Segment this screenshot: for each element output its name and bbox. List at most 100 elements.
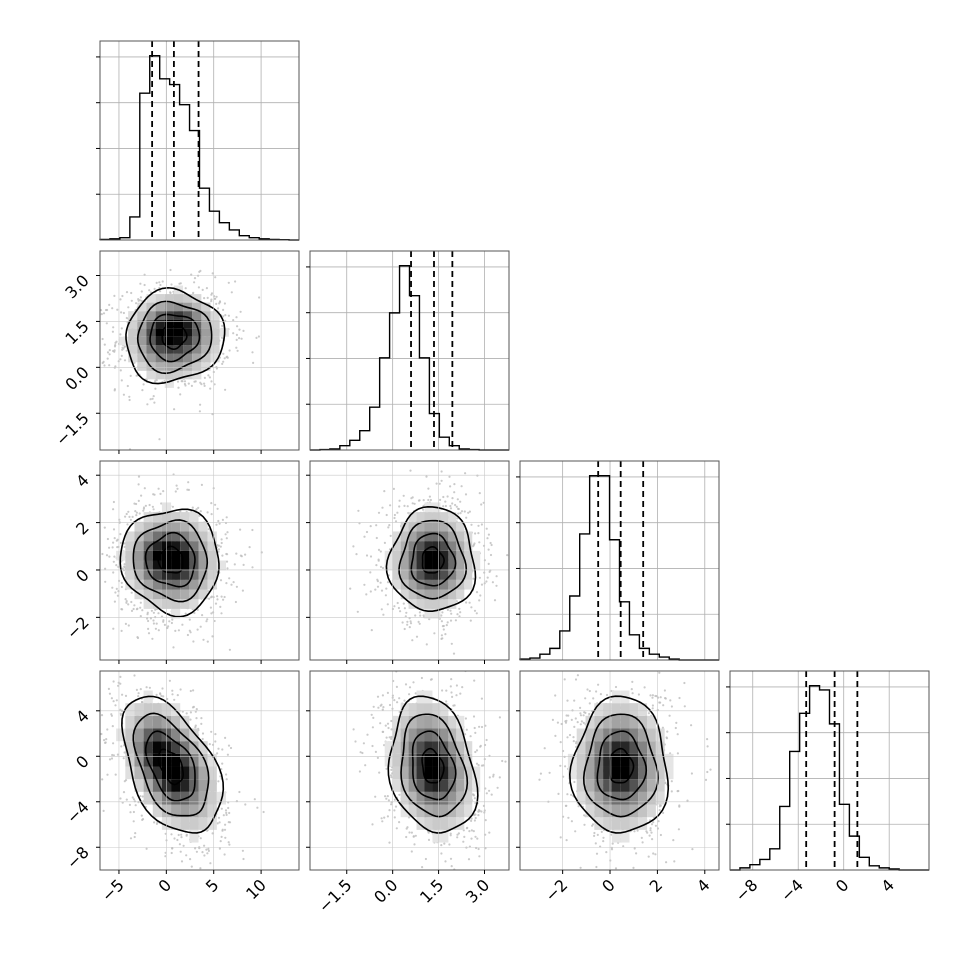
sample-point — [114, 704, 117, 707]
diagonal-histogram-panel — [516, 460, 720, 661]
sample-point — [173, 698, 176, 701]
sample-point — [201, 851, 204, 854]
sample-point — [375, 536, 378, 540]
sample-point — [194, 726, 197, 729]
sample-point — [422, 499, 425, 502]
sample-point — [398, 499, 401, 502]
density-cell — [440, 541, 449, 551]
sample-point — [139, 606, 142, 609]
density-cell — [183, 370, 193, 380]
sample-point — [441, 625, 444, 628]
sample-point — [224, 388, 227, 391]
density-cell — [146, 319, 156, 329]
density-cell — [392, 560, 401, 571]
panel-frame — [99, 40, 300, 241]
density-cell — [424, 599, 433, 609]
density-cell — [134, 521, 144, 532]
sample-point — [112, 627, 115, 630]
density-cell — [152, 570, 162, 580]
sample-point — [454, 619, 457, 622]
panel-frame — [729, 670, 930, 871]
density-cell — [125, 728, 135, 742]
sample-point — [168, 679, 171, 682]
density-cell — [173, 362, 184, 371]
sample-point — [394, 520, 398, 523]
sample-point — [115, 340, 118, 343]
sample-point — [178, 843, 181, 846]
density-cell — [198, 766, 208, 780]
density-cell — [440, 521, 449, 532]
sample-point — [141, 389, 144, 392]
sample-point — [478, 576, 481, 579]
sample-point — [406, 505, 409, 508]
sample-point — [491, 581, 494, 584]
sample-point — [365, 554, 369, 557]
sample-point — [143, 487, 146, 490]
sample-point — [176, 838, 179, 842]
sample-point — [408, 626, 411, 629]
contour-line — [149, 313, 201, 363]
sample-point — [108, 303, 111, 306]
density-cell — [189, 766, 199, 780]
sample-point — [227, 806, 230, 810]
sample-point — [357, 509, 360, 512]
contour-line — [121, 695, 225, 834]
sample-point — [226, 531, 229, 534]
sample-point — [191, 706, 195, 709]
sample-point — [121, 608, 124, 611]
density-cell — [400, 560, 409, 571]
sample-point — [155, 281, 158, 284]
sample-point — [216, 507, 219, 510]
sample-point — [217, 816, 221, 819]
sample-point — [349, 587, 352, 590]
sample-point — [379, 565, 383, 569]
sample-point — [134, 510, 137, 513]
density-cell — [171, 541, 181, 551]
sample-point — [139, 795, 142, 798]
sample-point — [119, 358, 122, 361]
density-cell — [119, 336, 129, 346]
sample-point — [214, 740, 217, 743]
sample-point — [239, 554, 242, 557]
sample-point — [235, 346, 238, 349]
sample-point — [103, 364, 106, 367]
sample-point — [203, 297, 206, 300]
sample-point — [403, 627, 406, 631]
density-cell — [198, 521, 208, 532]
sample-point — [222, 814, 225, 817]
density-cell — [171, 570, 181, 580]
sample-point — [433, 632, 436, 635]
density-cell — [180, 779, 190, 792]
sample-point — [358, 770, 361, 773]
sample-point — [112, 500, 115, 504]
sample-point — [381, 566, 385, 570]
density-cell — [464, 579, 473, 590]
sample-point — [158, 281, 161, 284]
density-cell — [173, 345, 184, 354]
sample-point — [215, 302, 218, 305]
density-cell — [210, 328, 220, 337]
sample-point — [112, 528, 116, 531]
sample-point — [428, 495, 431, 498]
sample-point — [402, 494, 405, 497]
density-cell — [464, 550, 473, 561]
sample-point — [112, 508, 115, 511]
sample-point — [193, 277, 197, 280]
sample-point — [456, 498, 459, 501]
sample-point — [216, 595, 219, 598]
sample-point — [487, 548, 490, 551]
sample-point — [192, 640, 195, 643]
sample-point — [114, 773, 117, 776]
sample-point — [450, 612, 453, 615]
sample-point — [132, 798, 136, 801]
density-cell — [171, 804, 181, 818]
density-cell — [448, 589, 457, 600]
sample-point — [227, 841, 230, 844]
density-cell — [183, 328, 193, 337]
sample-point — [207, 847, 210, 851]
sample-point — [189, 718, 192, 721]
sample-point — [406, 620, 409, 623]
sample-point — [219, 775, 222, 778]
sample-point — [142, 509, 145, 512]
density-cell — [173, 336, 184, 346]
